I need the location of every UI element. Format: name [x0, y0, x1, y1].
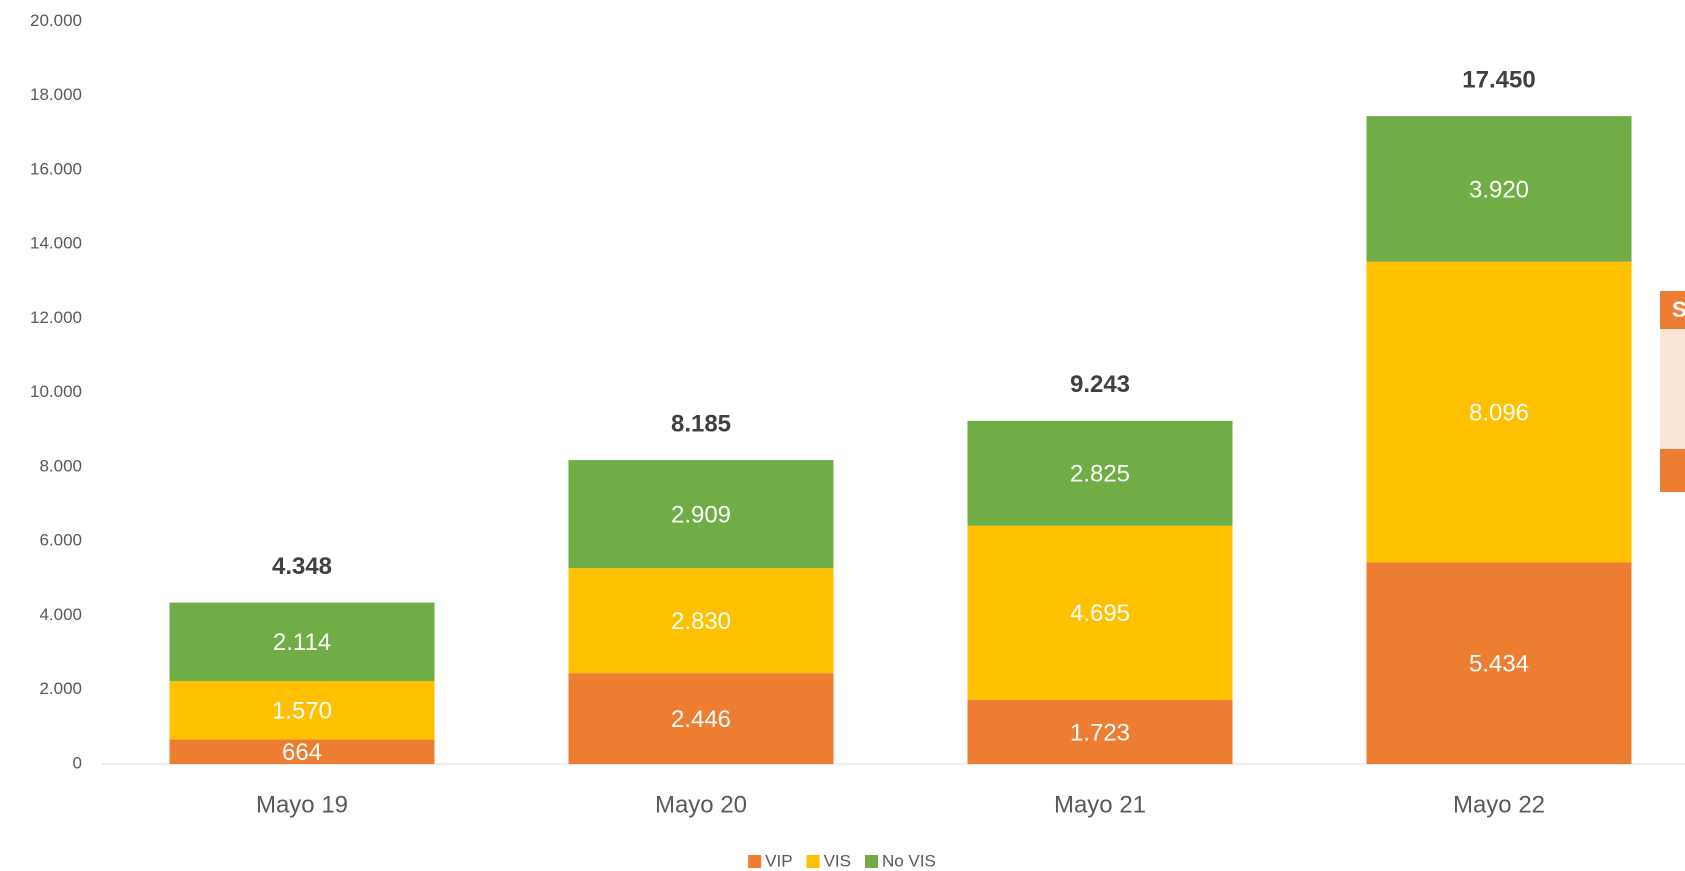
y-tick-label: 14.000 [30, 234, 82, 253]
total-label: 4.348 [272, 553, 332, 580]
total-label: 8.185 [671, 410, 731, 437]
data-label: 4.695 [1070, 600, 1130, 627]
x-tick-label: Mayo 21 [1054, 791, 1146, 818]
bar-segment [169, 602, 435, 682]
x-tick-label: Mayo 20 [655, 791, 747, 818]
data-label: 2.909 [671, 501, 731, 528]
legend-label: VIS [824, 851, 851, 870]
y-tick-label: 6.000 [39, 531, 82, 550]
legend-swatch [864, 855, 878, 868]
data-label: 2.825 [1070, 461, 1130, 488]
bar-segment [568, 673, 834, 764]
y-tick-label: 18.000 [30, 85, 82, 104]
y-tick-label: 4.000 [39, 605, 82, 624]
data-label: 3.920 [1469, 176, 1529, 203]
y-tick-label: 12.000 [30, 308, 82, 327]
y-tick-label: 8.000 [39, 456, 82, 475]
bar-segment [1366, 562, 1632, 764]
total-label: 9.243 [1070, 371, 1130, 398]
bar-segment [568, 568, 834, 674]
total-label: 17.450 [1462, 67, 1535, 94]
data-label: 2.830 [671, 608, 731, 635]
data-label: 2.446 [671, 706, 731, 733]
bar-segment [1366, 261, 1632, 563]
bar-segment [169, 739, 435, 764]
data-label: 2.114 [273, 629, 331, 656]
side-box: S [1660, 291, 1685, 492]
y-tick-label: 0 [73, 753, 82, 772]
y-tick-label: 20.000 [30, 11, 82, 30]
y-tick-label: 16.000 [30, 159, 82, 178]
legend-label: VIP [765, 851, 792, 870]
y-tick-label: 2.000 [39, 679, 82, 698]
side-box-header [1660, 291, 1685, 329]
side-box-body [1660, 329, 1685, 449]
side-box-text: S [1672, 297, 1685, 322]
data-label: 8.096 [1469, 399, 1529, 426]
legend-label: No VIS [882, 851, 936, 870]
bar-segment [169, 681, 435, 740]
y-tick-label: 10.000 [30, 382, 82, 401]
legend-swatch [748, 855, 762, 868]
legend-swatch [806, 855, 820, 868]
bar-segment [568, 460, 834, 569]
data-label: 5.434 [1469, 650, 1529, 677]
bar-segment [1366, 116, 1632, 262]
bar-segment [967, 420, 1233, 526]
data-label: 1.570 [272, 698, 332, 725]
bar-segment [967, 525, 1233, 701]
x-tick-label: Mayo 22 [1453, 791, 1545, 818]
x-tick-label: Mayo 19 [256, 791, 348, 818]
data-label: 664 [282, 739, 322, 766]
data-label: 1.723 [1070, 719, 1130, 746]
side-box-footer [1660, 449, 1685, 492]
bar-segment [967, 700, 1233, 764]
